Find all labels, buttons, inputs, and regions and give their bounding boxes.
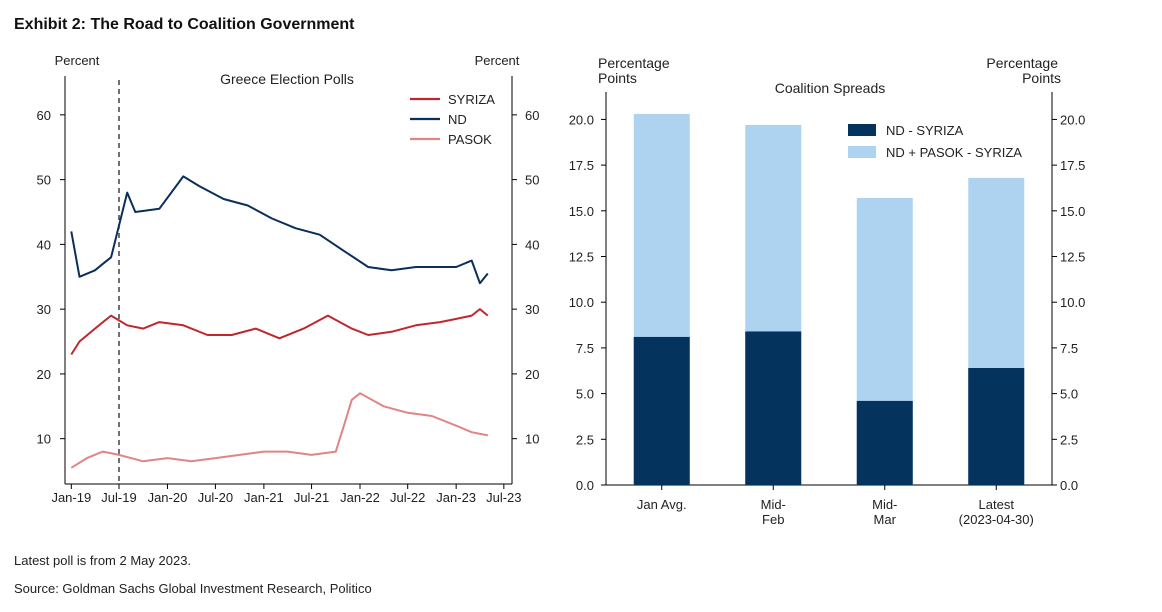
x-tick-label: Jul-21 <box>294 490 329 505</box>
right-y-tick-label: 0.0 <box>1060 478 1078 493</box>
series-line-pasok <box>70 392 488 469</box>
x-tick-label: Jul-23 <box>486 490 521 505</box>
x-tick-label: Feb <box>762 512 784 527</box>
right-y-axis-label: Percentage Points <box>986 55 1061 86</box>
bar-nd-syriza <box>745 331 802 485</box>
x-tick-label: Jan-22 <box>340 490 380 505</box>
right-y-tick-label: 10 <box>525 432 539 447</box>
left-y-tick-label: 15.0 <box>569 204 594 219</box>
legend-label-syriza: SYRIZA <box>448 92 495 107</box>
x-tick-label: Jul-20 <box>198 490 233 505</box>
left-y-axis-label: Percentage Points <box>598 55 670 86</box>
x-tick-label: Jan-21 <box>244 490 284 505</box>
x-tick-label: Jan Avg. <box>637 497 687 512</box>
legend-swatch-nd-pasok-syriza <box>848 146 876 158</box>
right-y-tick-label: 12.5 <box>1060 250 1085 265</box>
bar-nd-syriza <box>633 336 690 485</box>
legend-swatch-nd-syriza <box>848 124 876 136</box>
right-y-tick-label: 15.0 <box>1060 204 1085 219</box>
chart-title: Coalition Spreads <box>775 80 886 96</box>
legend-label-nd-syriza: ND - SYRIZA <box>886 123 964 138</box>
right-y-tick-label: 17.5 <box>1060 158 1085 173</box>
bar-nd-syriza <box>856 400 913 485</box>
left-y-tick-label: 5.0 <box>576 387 594 402</box>
right-y-tick-label: 7.5 <box>1060 341 1078 356</box>
right-y-tick-label: 20.0 <box>1060 112 1085 127</box>
series-line-syriza <box>70 308 489 356</box>
left-y-tick-label: 40 <box>37 237 51 252</box>
exhibit-title: Exhibit 2: The Road to Coalition Governm… <box>14 16 355 33</box>
x-tick-label: (2023-04-30) <box>959 512 1034 527</box>
left-y-axis-label: Percent <box>55 53 100 68</box>
left-y-tick-label: 10.0 <box>569 295 594 310</box>
left-y-tick-label: 50 <box>37 173 51 188</box>
legend-label-nd-pasok-syriza: ND + PASOK - SYRIZA <box>886 145 1022 160</box>
bar-chart-coalition-spreads: 0.0 0.0 2.5 2.5 5.0 5.0 7.5 7.5 10.0 10.0 12.5 12.5… <box>569 55 1086 527</box>
left-y-tick-label: 20 <box>37 367 51 382</box>
left-y-tick-label: 17.5 <box>569 158 594 173</box>
right-y-tick-label: 10.0 <box>1060 295 1085 310</box>
bar-nd-syriza <box>968 368 1025 485</box>
right-y-axis-label: Percent <box>475 53 520 68</box>
x-tick-label: Jul-19 <box>101 490 136 505</box>
x-tick-label: Jan-19 <box>51 490 91 505</box>
left-y-tick-label: 10 <box>37 432 51 447</box>
x-tick-label: Jul-22 <box>390 490 425 505</box>
left-y-tick-label: 12.5 <box>569 250 594 265</box>
series-line-nd <box>70 175 489 285</box>
left-y-tick-label: 7.5 <box>576 341 594 356</box>
left-y-tick-label: 20.0 <box>569 112 594 127</box>
x-tick-label: Mid- <box>872 497 897 512</box>
left-y-tick-label: 2.5 <box>576 432 594 447</box>
right-y-tick-label: 5.0 <box>1060 387 1078 402</box>
right-y-tick-label: 20 <box>525 367 539 382</box>
right-y-tick-label: 40 <box>525 237 539 252</box>
footnote-latest-poll: Latest poll is from 2 May 2023. <box>14 553 192 568</box>
footnote-source: Source: Goldman Sachs Global Investment … <box>14 581 372 596</box>
left-y-tick-label: 30 <box>37 302 51 317</box>
x-tick-label: Latest <box>979 497 1015 512</box>
right-y-tick-label: 2.5 <box>1060 432 1078 447</box>
left-y-tick-label: 60 <box>37 108 51 123</box>
legend-label-nd: ND <box>448 112 467 127</box>
chart-title: Greece Election Polls <box>220 71 354 87</box>
left-y-tick-label: 0.0 <box>576 478 594 493</box>
right-y-tick-label: 50 <box>525 173 539 188</box>
line-chart-greece-polls: 10 10 20 20 30 30 40 40 50 50 60 60 Jan-19 Jul-19 Jan-… <box>37 53 540 505</box>
right-y-tick-label: 60 <box>525 108 539 123</box>
x-tick-label: Mid- <box>761 497 786 512</box>
x-tick-label: Mar <box>874 512 897 527</box>
x-tick-label: Jan-20 <box>148 490 188 505</box>
x-tick-label: Jan-23 <box>436 490 476 505</box>
legend-label-pasok: PASOK <box>448 132 492 147</box>
right-y-tick-label: 30 <box>525 302 539 317</box>
